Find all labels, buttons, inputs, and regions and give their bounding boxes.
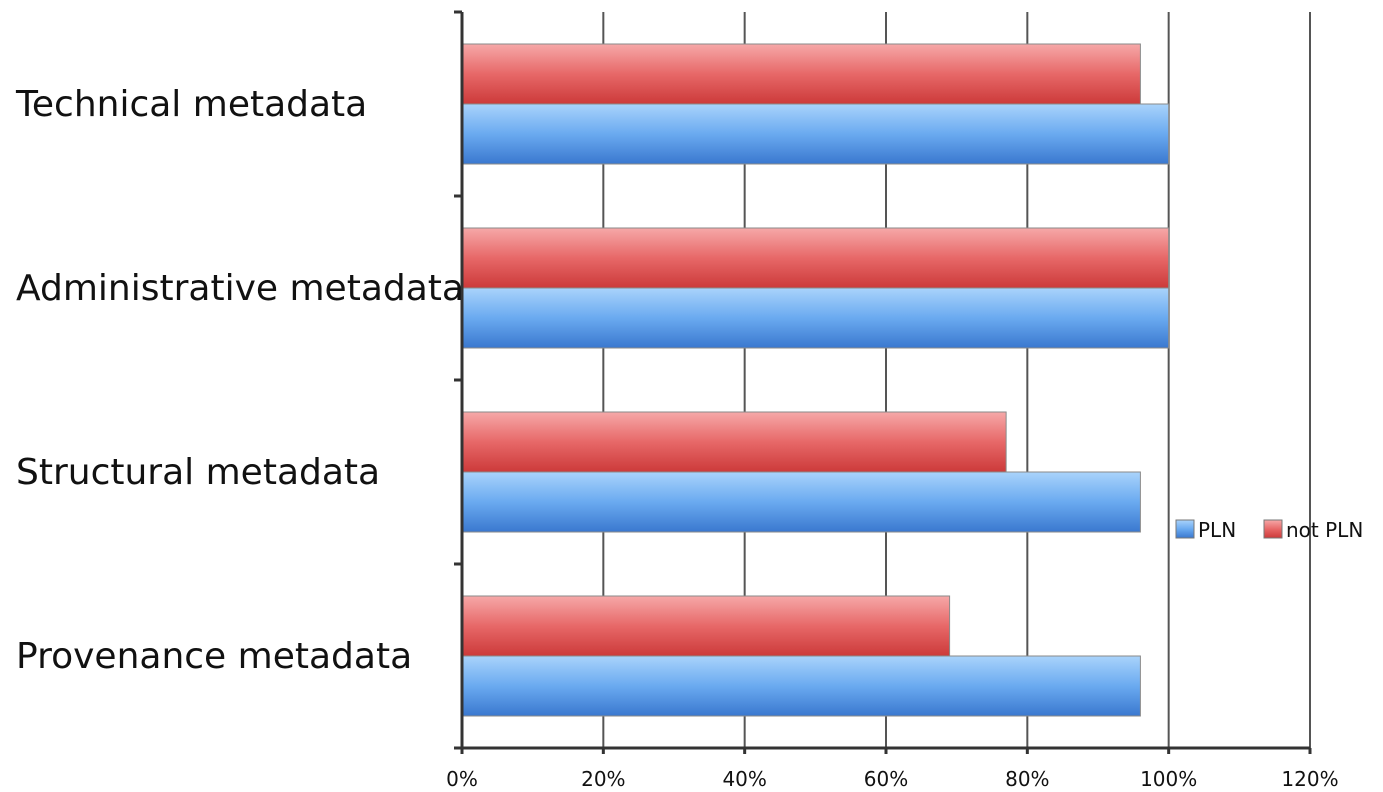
bar-pln xyxy=(462,287,1170,349)
tick-labels: 0% 20% 40% 60% 80% 100% 120% xyxy=(446,767,1338,791)
category-labels: Technical metadata Administrative metadat… xyxy=(15,84,464,677)
axes xyxy=(454,10,1312,754)
x-tick-label: 60% xyxy=(864,767,908,791)
bar-pln xyxy=(462,103,1170,165)
x-tick-label: 20% xyxy=(581,767,625,791)
x-tick-label: 120% xyxy=(1281,767,1338,791)
bars xyxy=(462,43,1170,717)
legend: PLN not PLN xyxy=(1175,518,1363,542)
bar-not-pln xyxy=(462,411,1007,473)
x-tick-label: 100% xyxy=(1140,767,1197,791)
bar-not-pln xyxy=(462,227,1170,289)
bar-pln xyxy=(462,655,1141,717)
category-label: Structural metadata xyxy=(16,452,380,493)
bar-not-pln xyxy=(462,43,1141,105)
bar-not-pln xyxy=(462,595,951,657)
legend-label: not PLN xyxy=(1286,518,1363,542)
category-label: Administrative metadata xyxy=(16,268,464,309)
category-label: Provenance metadata xyxy=(16,636,412,677)
x-tick-label: 0% xyxy=(446,767,478,791)
legend-swatch xyxy=(1263,519,1283,539)
x-tick-label: 40% xyxy=(722,767,766,791)
legend-label: PLN xyxy=(1198,518,1236,542)
bar-pln xyxy=(462,471,1141,533)
x-tick-label: 80% xyxy=(1005,767,1049,791)
category-label: Technical metadata xyxy=(15,84,367,125)
legend-swatch xyxy=(1175,519,1195,539)
